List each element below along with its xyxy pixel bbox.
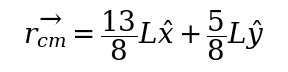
Text: $\overrightarrow{r_{cm}} = \dfrac{13}{8}L\hat{x} + \dfrac{5}{8}L\hat{y}$: $\overrightarrow{r_{cm}} = \dfrac{13}{8}…: [23, 9, 265, 63]
